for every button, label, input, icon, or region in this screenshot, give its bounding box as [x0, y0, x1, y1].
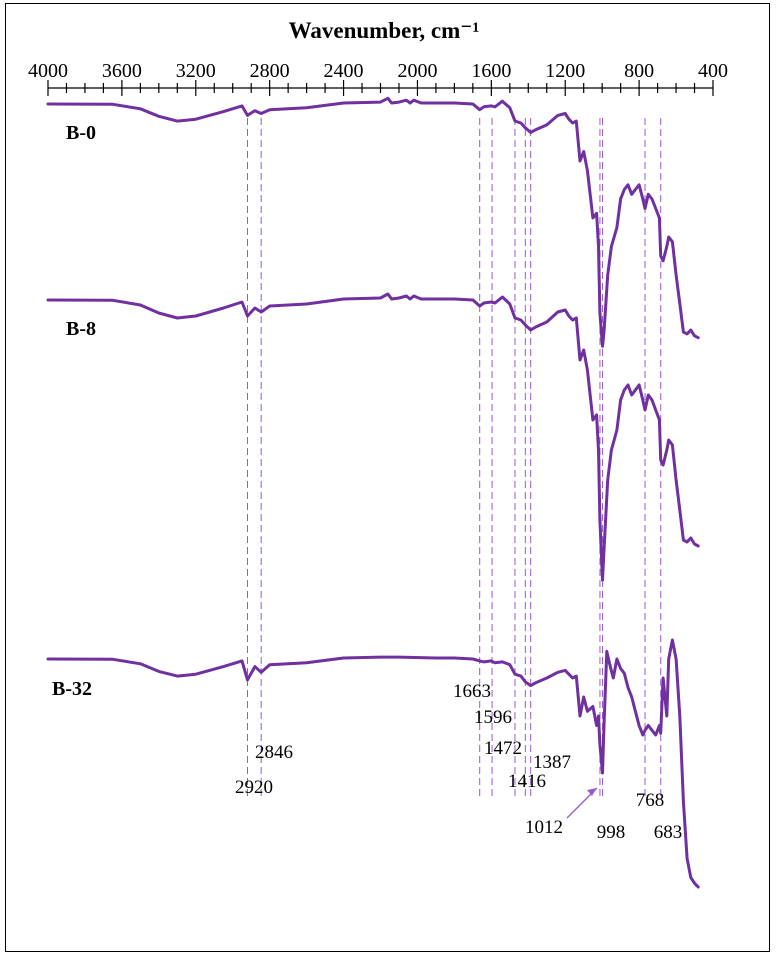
- tick-label: 3200: [176, 60, 216, 82]
- series-label-b-0: B-0: [66, 122, 96, 144]
- series-label-b-8: B-8: [66, 318, 96, 340]
- peak-label: 998: [597, 822, 626, 843]
- tick-label: 1200: [545, 60, 585, 82]
- series-labels: B-0 B-8 B-32: [52, 122, 96, 700]
- series-line-b-8: [46, 292, 700, 582]
- peak-label: 1416: [508, 771, 546, 792]
- tick-label: 2400: [324, 60, 364, 82]
- peak-label: 1012: [525, 817, 563, 838]
- peak-label: 2846: [255, 742, 293, 763]
- tick-label: 2800: [250, 60, 290, 82]
- chart-title: Wavenumber, cm⁻¹: [289, 18, 480, 43]
- peak-label: 683: [654, 822, 683, 843]
- tick-label: 800: [624, 60, 654, 82]
- peak-label: 1472: [484, 738, 522, 759]
- tick-label: 1600: [471, 60, 511, 82]
- series-line-b-0: [46, 96, 700, 348]
- peak-label: 768: [636, 790, 665, 811]
- series-line-b-32: [46, 638, 700, 889]
- peak-label: 1596: [474, 707, 512, 728]
- series-label-b-32: B-32: [52, 678, 92, 700]
- peak-label: 1663: [453, 681, 491, 702]
- peak-label: 1387: [533, 752, 571, 773]
- tick-label: 3600: [102, 60, 142, 82]
- peak-label: 2920: [235, 777, 273, 798]
- figure-frame: [5, 3, 770, 952]
- spectra-series: [46, 96, 700, 889]
- tick-label: 4000: [28, 60, 68, 82]
- annotation-arrowhead: [586, 788, 597, 796]
- tick-label: 400: [698, 60, 728, 82]
- x-axis: 4000 3600 3200 2800 2400 2000 1600 1200 800 400: [28, 60, 728, 96]
- tick-label: 2000: [397, 60, 437, 82]
